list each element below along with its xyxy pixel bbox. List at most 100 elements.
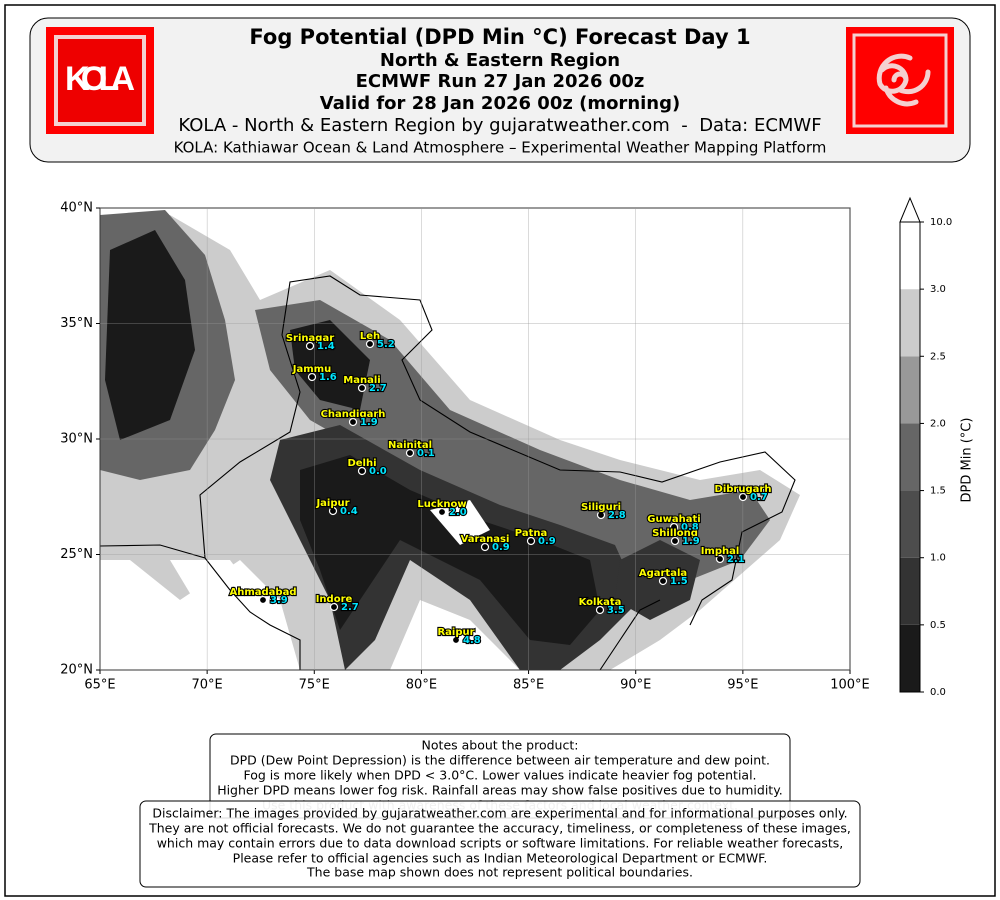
subtitle: ECMWF Run 27 Jan 2026 00z — [356, 71, 645, 92]
city-dot — [357, 383, 367, 393]
city-dot — [348, 417, 358, 427]
colorbar-segment — [900, 289, 920, 357]
logo-left: KOLA — [46, 27, 154, 134]
colorbar-tick-label: 1.0 — [930, 553, 946, 564]
city-value: 0.9 — [538, 536, 556, 547]
city-value: 0.8 — [681, 522, 699, 533]
colorbar-segment — [900, 490, 920, 558]
city-value: 0.7 — [750, 492, 768, 503]
city-dot — [715, 554, 725, 564]
notes-line: Fog is more likely when DPD < 3.0°C. Low… — [243, 768, 756, 783]
colorbar-segment — [900, 557, 920, 625]
city-dot — [526, 536, 536, 546]
city-dot — [357, 466, 367, 476]
city-dot — [305, 341, 315, 351]
disclaimer-box — [139, 800, 861, 888]
colorbar-tick-label: 0.5 — [930, 620, 946, 631]
disclaimer-line: which may contain errors due to data dow… — [157, 836, 844, 851]
city-value: 4.8 — [463, 635, 481, 646]
city-name: Leh — [360, 331, 380, 342]
notes-line: DPD (Dew Point Depression) is the differ… — [230, 753, 770, 768]
city-value: 3.5 — [607, 605, 625, 616]
city-dot — [365, 339, 375, 349]
colorbar-frame — [899, 222, 921, 693]
colorbar-tick-label: 0.0 — [930, 687, 946, 698]
subtitle: North & Eastern Region — [380, 50, 620, 71]
city-dot — [658, 576, 668, 586]
city-value: 2.0 — [449, 507, 467, 518]
city-value: 1.9 — [682, 536, 700, 547]
city-value: 2.8 — [608, 510, 626, 521]
y-tick-label: 25°N — [60, 547, 93, 562]
city-value: 0.9 — [492, 542, 510, 553]
platform: KOLA: Kathiawar Ocean & Land Atmosphere … — [174, 139, 827, 157]
city-dot — [738, 492, 748, 502]
x-tick-label: 65°E — [84, 678, 115, 693]
city-name: Imphal — [701, 546, 740, 557]
city-dot — [437, 507, 447, 517]
header-box — [29, 17, 971, 163]
city-name: Siliguri — [581, 502, 621, 513]
title: Fog Potential (DPD Min °C) Forecast Day … — [249, 25, 750, 49]
city-name: Indore — [316, 594, 353, 605]
city-value: 1.6 — [319, 372, 337, 383]
colorbar-segment — [900, 222, 920, 290]
city-value: 0.1 — [417, 448, 435, 459]
city-dot — [405, 448, 415, 458]
x-tick-label: 75°E — [299, 678, 330, 693]
city-value: 3.9 — [270, 595, 288, 606]
colorbar-tick-label: 2.5 — [930, 351, 946, 362]
city-name: Raipur — [437, 627, 474, 638]
logo-right — [846, 27, 954, 134]
city-value: 0.4 — [340, 506, 358, 517]
city-dot — [329, 602, 339, 612]
boundaries — [100, 275, 796, 670]
x-tick-label: 100°E — [830, 678, 870, 693]
x-tick-label: 70°E — [192, 678, 223, 693]
city-name: Ahmadabad — [230, 587, 297, 598]
city-dot — [670, 536, 680, 546]
x-tick-label: 90°E — [620, 678, 651, 693]
subtitle: Valid for 28 Jan 2026 00z (morning) — [320, 93, 680, 114]
city-value: 1.4 — [317, 341, 335, 352]
credit: KOLA - North & Eastern Region by gujarat… — [178, 115, 821, 136]
city-value: 2.7 — [369, 383, 387, 394]
city-name: Guwahati — [647, 514, 700, 525]
notes-title: Notes about the product: — [422, 738, 579, 753]
city-name: Varanasi — [461, 534, 510, 545]
city-name: Kolkata — [579, 597, 622, 608]
city-name: Agartala — [639, 568, 687, 579]
city-dot — [480, 542, 490, 552]
disclaimer-line: Please refer to official agencies such a… — [233, 851, 768, 866]
city-dot — [328, 506, 338, 516]
city-name: Lucknow — [417, 499, 466, 510]
disclaimer-line: They are not official forecasts. We do n… — [148, 821, 851, 836]
city-name: Jammu — [292, 364, 331, 375]
city-name: Dibrugarh — [715, 484, 772, 495]
x-tick-label: 85°E — [513, 678, 544, 693]
colorbar-segment — [900, 356, 920, 424]
x-tick-label: 95°E — [727, 678, 758, 693]
city-value: 2.7 — [341, 602, 359, 613]
notes-line: Higher DPD means lower fog risk. Rainfal… — [217, 783, 783, 798]
city-dot — [451, 635, 461, 645]
city-dot — [258, 595, 268, 605]
city-value: 2.1 — [727, 554, 745, 565]
y-tick-label: 40°N — [60, 201, 93, 216]
